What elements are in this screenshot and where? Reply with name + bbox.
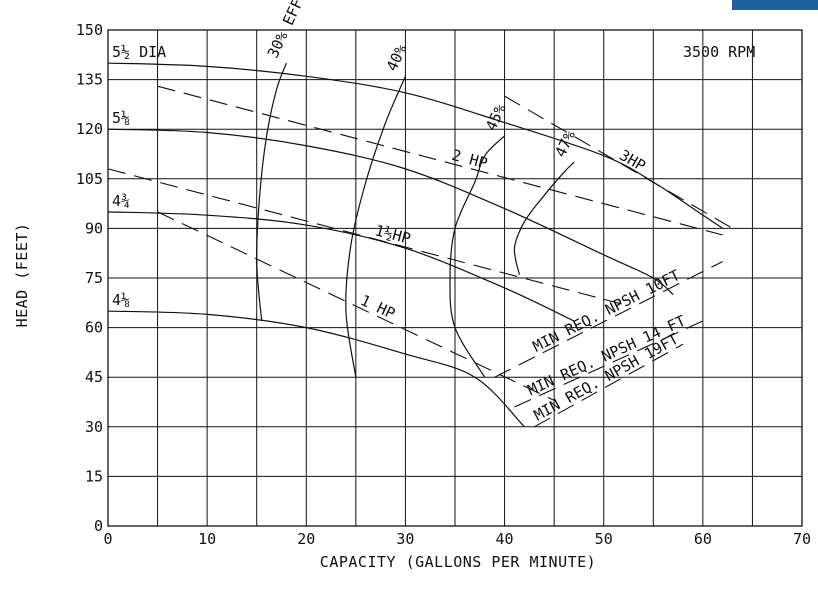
y-tick-label: 105 bbox=[76, 170, 103, 188]
efficiency-label: 47% bbox=[551, 128, 579, 160]
x-tick-label: 20 bbox=[297, 530, 315, 548]
y-tick-label: 45 bbox=[85, 368, 103, 386]
x-axis-title: CAPACITY (GALLONS PER MINUTE) bbox=[320, 553, 596, 571]
y-tick-label: 75 bbox=[85, 269, 103, 287]
npsh-line bbox=[534, 343, 684, 428]
y-tick-label: 120 bbox=[76, 120, 103, 138]
y-tick-label: 30 bbox=[85, 418, 103, 436]
impeller-label: 4¾ bbox=[112, 192, 130, 210]
grid bbox=[107, 29, 803, 527]
y-tick-label: 150 bbox=[76, 21, 103, 39]
labels: 0 10 20 30 40 50 60 70 0 15 30 45 60 75 90 105 120 135 150… bbox=[76, 0, 811, 548]
impeller-curve bbox=[107, 310, 525, 428]
y-tick-label: 135 bbox=[76, 71, 103, 89]
impeller-label: 4⅛ bbox=[112, 291, 130, 309]
efficiency-label: 45% bbox=[482, 101, 510, 133]
x-tick-label: 30 bbox=[396, 530, 414, 548]
power-line bbox=[157, 211, 555, 401]
impeller-label: 5½ DIA bbox=[112, 43, 166, 61]
power-label: 2 HP bbox=[450, 146, 490, 173]
x-tick-label: 0 bbox=[103, 530, 112, 548]
y-axis-title: HEAD (FEET) bbox=[13, 223, 31, 328]
y-tick-label: 90 bbox=[85, 219, 103, 237]
npsh-line bbox=[494, 260, 723, 378]
x-tick-label: 60 bbox=[694, 530, 712, 548]
curves bbox=[107, 62, 733, 428]
x-tick-label: 40 bbox=[496, 530, 514, 548]
power-label: 3HP bbox=[616, 146, 648, 175]
efficiency-curve bbox=[345, 76, 406, 378]
x-tick-label: 10 bbox=[198, 530, 216, 548]
efficiency-label: 40% bbox=[383, 42, 411, 74]
impeller-curve bbox=[107, 128, 674, 295]
power-line bbox=[504, 95, 733, 229]
efficiency-curve bbox=[513, 161, 575, 275]
speed-label: 3500 RPM bbox=[683, 43, 755, 61]
efficiency-curve bbox=[256, 62, 288, 322]
y-tick-label: 15 bbox=[85, 467, 103, 485]
impeller-curve bbox=[107, 62, 724, 229]
power-label: 1½HP bbox=[373, 221, 413, 248]
x-tick-label: 70 bbox=[793, 530, 811, 548]
power-label: 1 HP bbox=[358, 291, 398, 323]
power-line bbox=[107, 168, 624, 305]
header-accent-bar bbox=[732, 0, 818, 10]
impeller-curve bbox=[107, 211, 575, 322]
impeller-label: 5⅛ bbox=[112, 109, 130, 127]
power-line bbox=[157, 85, 723, 236]
x-tick-label: 50 bbox=[595, 530, 613, 548]
npsh-line bbox=[514, 320, 704, 408]
efficiency-curve bbox=[449, 135, 505, 378]
y-tick-label: 60 bbox=[85, 319, 103, 337]
y-tick-label: 0 bbox=[94, 517, 103, 535]
